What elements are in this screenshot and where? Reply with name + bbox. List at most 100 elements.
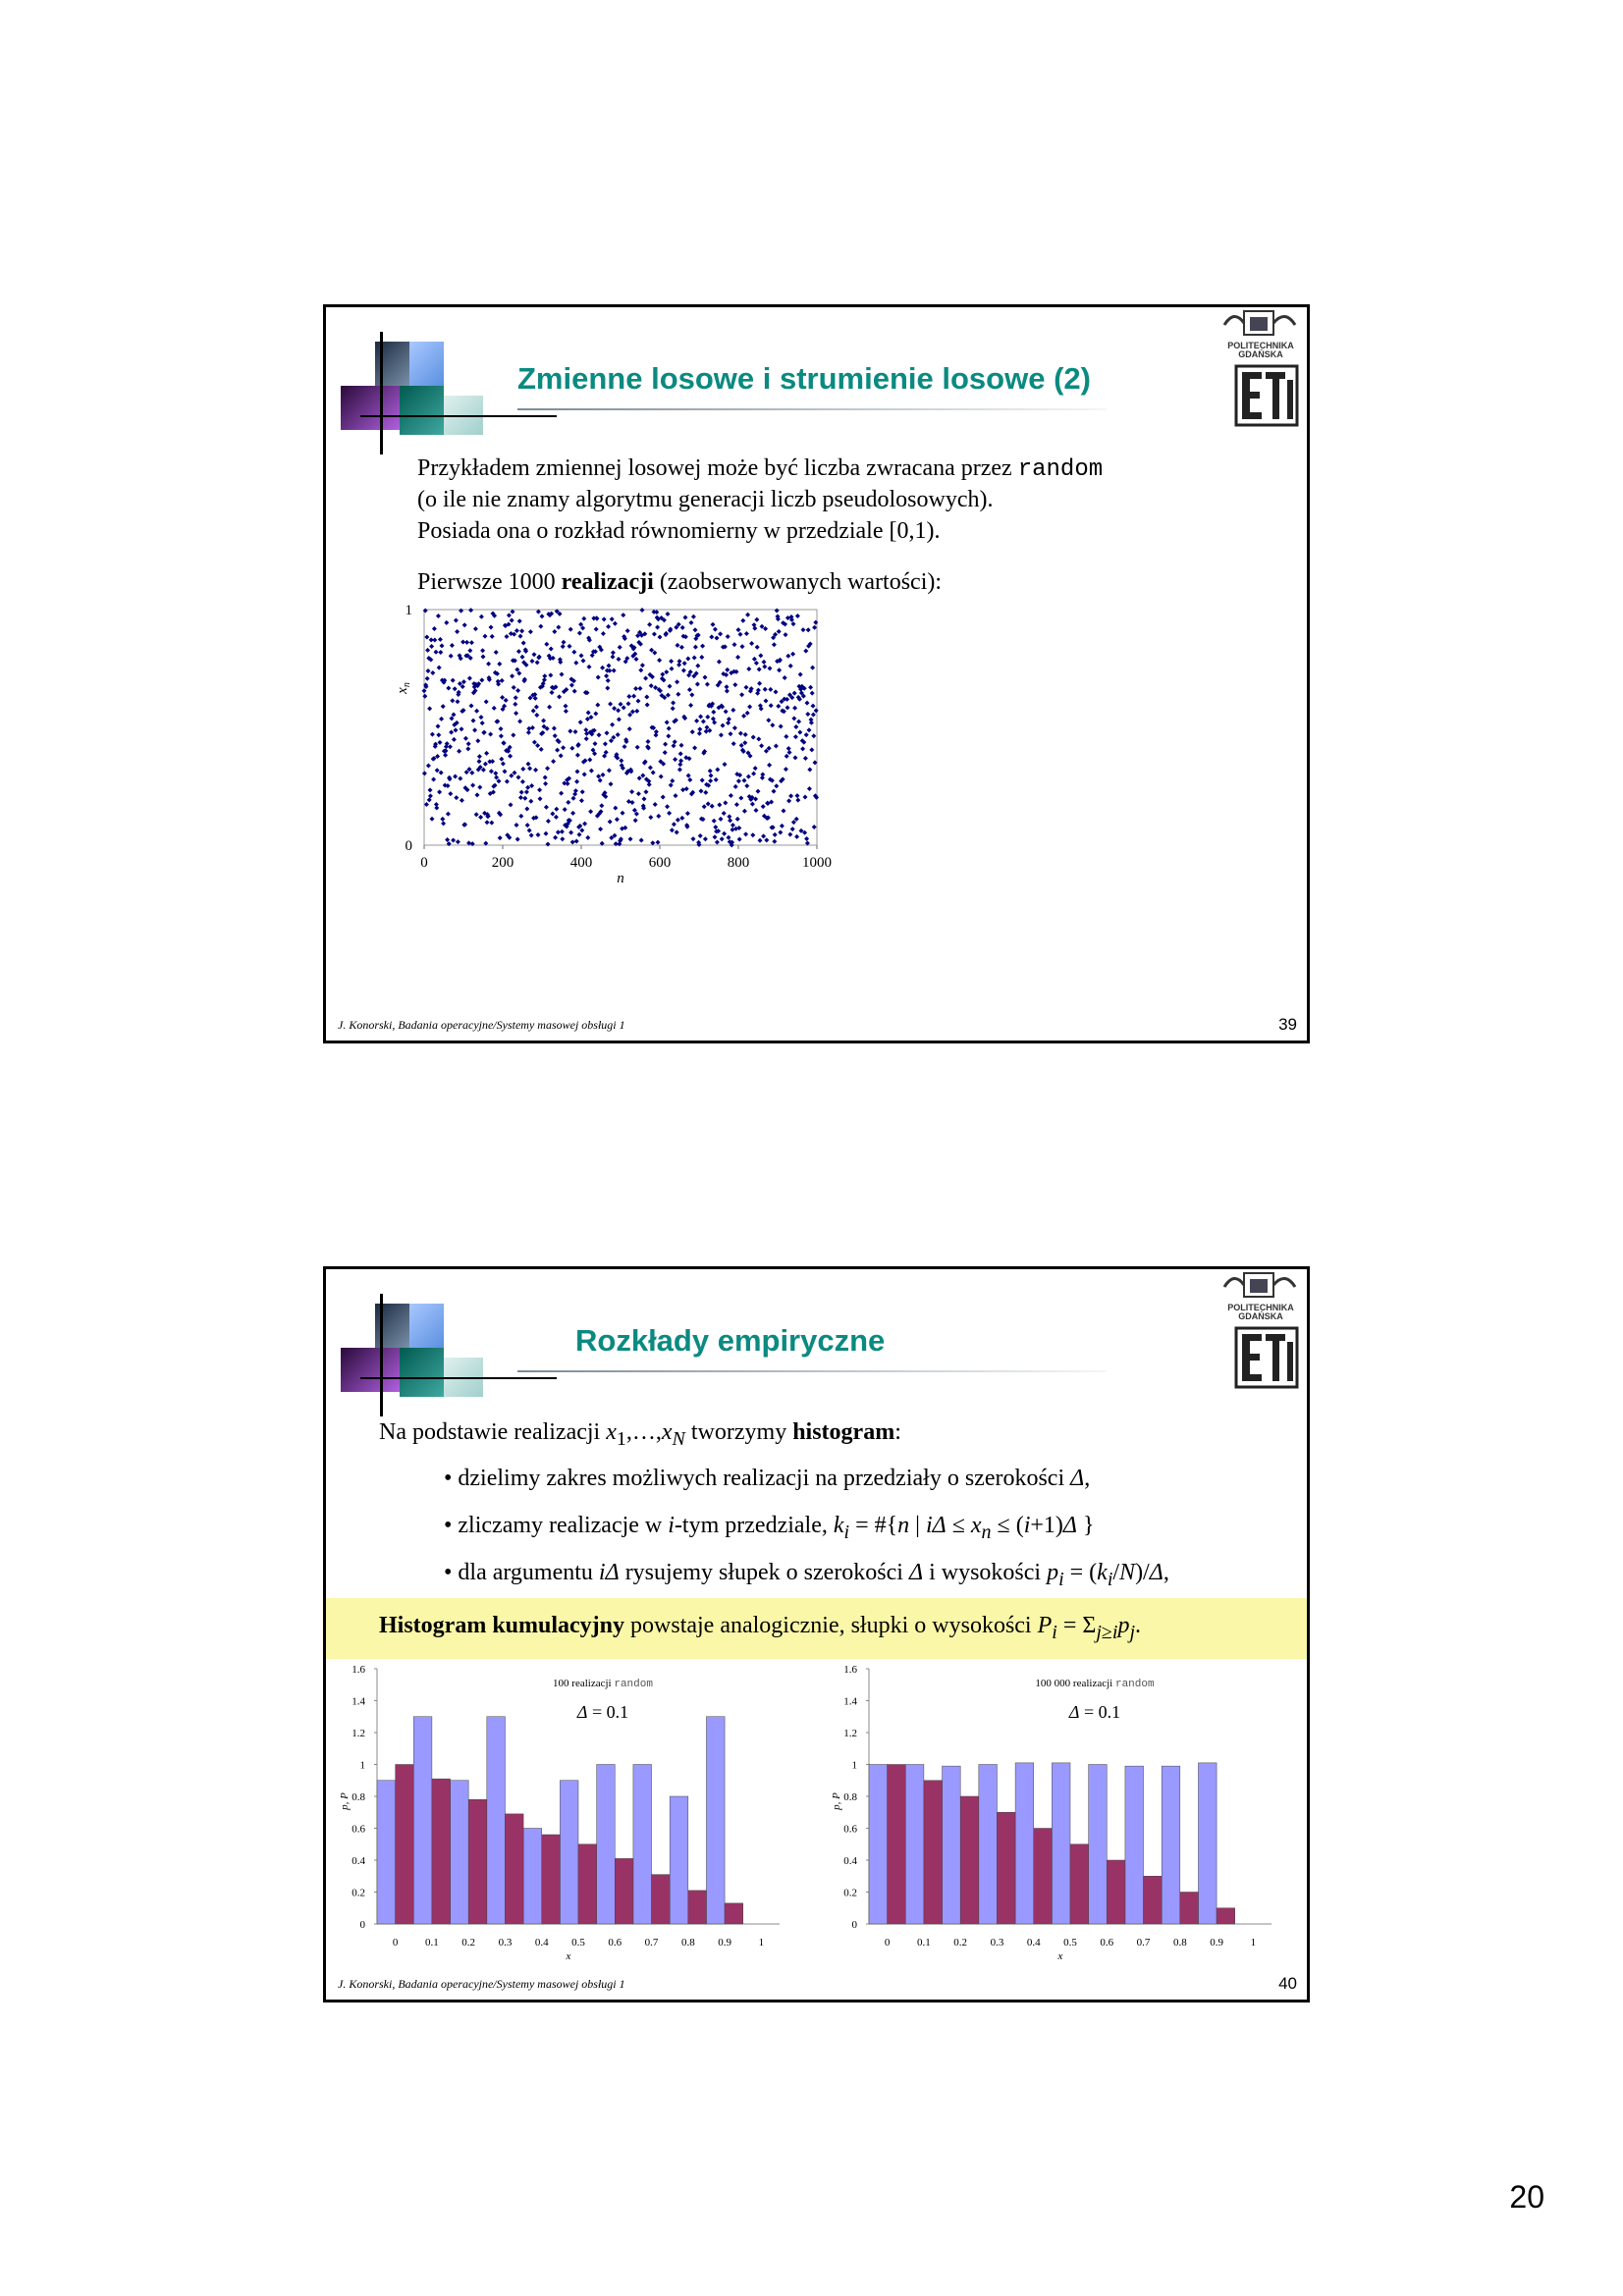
scatter-point [465, 741, 471, 747]
scatter-point [647, 765, 653, 771]
scatter-point [454, 795, 460, 801]
scatter-point [695, 632, 701, 638]
scatter-point [678, 758, 684, 764]
scatter-point [543, 804, 549, 810]
logo-eti-icon [1234, 364, 1299, 427]
scatter-point [576, 831, 582, 837]
scatter-point [635, 633, 641, 639]
title-underline [517, 1370, 1107, 1372]
scatter-point [723, 709, 729, 715]
scatter-point [527, 766, 533, 772]
paragraph-line-2: (o ile nie znamy algorytmu generacji lic… [417, 487, 994, 512]
scatter-point [477, 765, 483, 771]
scatter-point [446, 841, 452, 847]
scatter-point [580, 759, 586, 765]
scatter-point [557, 611, 563, 616]
scatter-point [590, 747, 596, 753]
x-tick-label: 0.4 [535, 1937, 549, 1949]
scatter-point [468, 608, 474, 614]
scatter-point [810, 703, 816, 709]
scatter-point [773, 689, 779, 695]
bar-p [376, 1780, 396, 1925]
scatter-point [655, 616, 661, 622]
scatter-point [626, 693, 632, 699]
scatter-point [652, 650, 658, 656]
scatter-point [486, 661, 492, 667]
scatter-point [451, 736, 457, 742]
scatter-point [633, 811, 639, 817]
scatter-point [667, 683, 673, 689]
scatter-point [479, 721, 485, 726]
scatter-point [596, 774, 602, 779]
scatter-point [689, 692, 695, 698]
scatter-point [518, 813, 524, 819]
scatter-point [585, 710, 591, 716]
scatter-point [491, 705, 497, 711]
scatter-point [642, 759, 648, 765]
scatter-point [568, 728, 573, 734]
scatter-point [653, 685, 659, 691]
bar-p [905, 1764, 925, 1925]
scatter-point [517, 795, 523, 801]
scatter-point [492, 782, 498, 788]
scatter-point [503, 623, 509, 629]
scatter-point [562, 807, 568, 813]
scatter-point [720, 722, 726, 728]
scatter-point [577, 720, 583, 725]
bar-p [868, 1764, 888, 1925]
scatter-point [553, 834, 559, 840]
scatter-point [599, 803, 605, 809]
scatter-point [753, 660, 759, 666]
scatter-point [598, 647, 604, 653]
scatter-point [799, 683, 805, 689]
scatter-point [524, 806, 530, 812]
scatter-point [800, 693, 806, 699]
scatter-point [666, 733, 672, 739]
scatter-point [474, 708, 480, 714]
scatter-point [488, 769, 494, 774]
scatter-point [643, 776, 649, 782]
scatter-point [444, 741, 450, 747]
scatter-point [727, 814, 732, 820]
scatter-point [474, 683, 480, 689]
scatter-point [515, 688, 521, 694]
y-tick-label: 0 [406, 838, 413, 854]
scatter-point [492, 613, 498, 618]
scatter-point [718, 732, 724, 738]
scatter-point [471, 684, 477, 690]
scatter-point [424, 634, 430, 640]
scatter-point [631, 807, 637, 813]
scatter-point [638, 837, 644, 843]
scatter-point [602, 790, 608, 796]
scatter-point [455, 628, 460, 634]
scatter-point [754, 644, 760, 650]
scatter-point [733, 668, 739, 674]
scatter-point [580, 658, 586, 664]
scatter-point [728, 731, 733, 737]
scatter-point [722, 762, 728, 768]
scatter-point [476, 681, 482, 687]
scatter-point [754, 616, 760, 622]
scatter-point [716, 828, 722, 834]
scatter-point [518, 789, 524, 795]
bar-p [1052, 1762, 1071, 1925]
scatter-point [470, 782, 476, 788]
scatter-point [550, 811, 556, 817]
scatter-point [669, 666, 675, 671]
scatter-point [425, 668, 431, 674]
scatter-point [618, 836, 623, 842]
scatter-point [769, 799, 775, 805]
scatter-point [515, 649, 521, 655]
scatter-point [804, 840, 810, 846]
scatter-point [424, 675, 430, 681]
scatter-point [566, 799, 571, 805]
scatter-point [669, 828, 675, 833]
scatter-point [629, 799, 635, 805]
scatter-point [796, 683, 802, 689]
bar-p [1014, 1762, 1034, 1925]
scatter-point [591, 615, 597, 621]
chart-annotation: 100 realizacji random [553, 1678, 653, 1690]
scatter-point [504, 778, 510, 784]
scatter-point [422, 693, 428, 699]
scatter-point [706, 782, 712, 788]
